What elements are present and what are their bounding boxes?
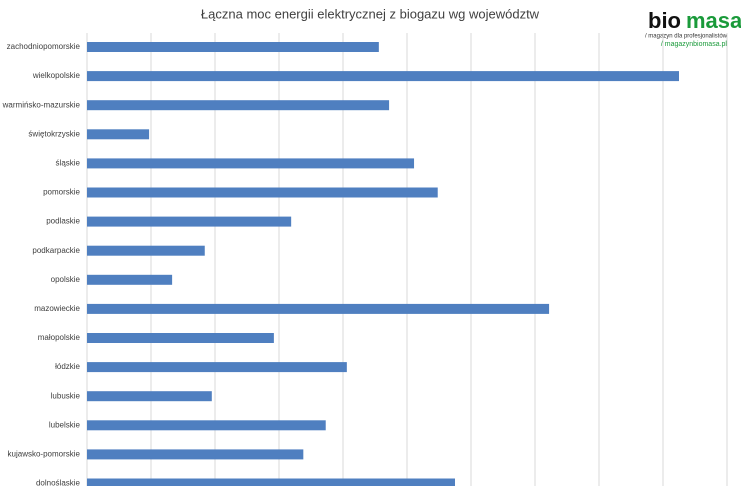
bar [87, 71, 679, 82]
logo-url: / magazynbiomasa.pl [661, 41, 728, 48]
bar [87, 274, 173, 285]
logo-tagline: / magazyn dla profesjonalistów [645, 34, 728, 40]
y-tick-label: pomorskie [43, 188, 80, 197]
bar [87, 42, 379, 52]
bar [87, 129, 150, 140]
y-tick-label: świętokrzyskie [28, 129, 80, 138]
y-tick-label: mazowieckie [34, 304, 80, 313]
bar [87, 391, 212, 402]
y-tick-label: kujawsko-pomorskie [8, 450, 81, 459]
y-tick-label: opolskie [51, 275, 81, 284]
y-tick-label: warmińsko-mazurskie [2, 100, 81, 109]
y-tick-label: zachodniopomorskie [7, 42, 81, 51]
logo: bio masa / magazyn dla profesjonalistów … [645, 8, 741, 48]
bar [87, 100, 390, 111]
bar [87, 333, 274, 343]
y-tick-label: podlaskie [46, 217, 80, 226]
y-tick-label: dolnośląskie [36, 479, 81, 486]
bar [87, 449, 304, 460]
y-tick-label: podkarpackie [32, 246, 80, 255]
bar [87, 420, 326, 431]
y-tick-label: lubelskie [49, 420, 81, 429]
y-tick-label: lubuskie [51, 391, 81, 400]
bar [87, 478, 455, 486]
y-tick-label: łódzkie [55, 362, 80, 371]
bar [87, 362, 347, 373]
chart-title: Łączna moc energii elektrycznej z biogaz… [201, 6, 540, 21]
bar [87, 216, 292, 227]
logo-masa: masa [686, 8, 741, 33]
y-tick-label: wielkopolskie [32, 71, 81, 80]
y-tick-label: śląskie [56, 159, 81, 168]
bar [87, 158, 415, 169]
bar [87, 303, 550, 314]
bar [87, 245, 205, 256]
logo-bio: bio [648, 8, 681, 33]
bar [87, 187, 438, 198]
y-tick-label: małopolskie [38, 333, 81, 342]
